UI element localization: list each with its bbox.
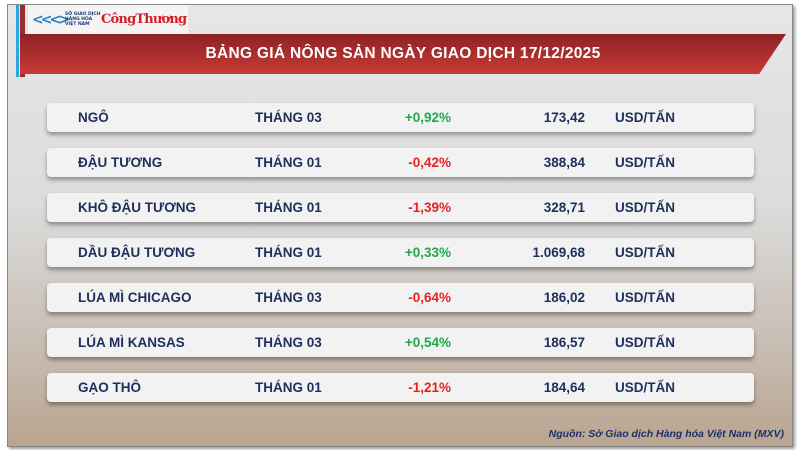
contract-month: THÁNG 03 <box>255 110 322 125</box>
contract-month: THÁNG 01 <box>255 380 322 395</box>
table-row: LÚA MÌ KANSAS THÁNG 03 +0,54% 186,57 USD/TẤN <box>47 328 754 357</box>
source-note: Nguồn: Sở Giao dịch Hàng hóa Việt Nam (M… <box>548 428 784 440</box>
commodity-name: NGÔ <box>78 110 109 125</box>
table-row: ĐẬU TƯƠNG THÁNG 01 -0,42% 388,84 USD/TẤN <box>47 148 754 177</box>
contract-month: THÁNG 01 <box>255 155 322 170</box>
price-value: 173,42 <box>543 110 585 125</box>
contract-month: THÁNG 01 <box>255 245 322 260</box>
table-row: NGÔ THÁNG 03 +0,92% 173,42 USD/TẤN <box>47 103 754 132</box>
table-row: KHÔ ĐẬU TƯƠNG THÁNG 01 -1,39% 328,71 USD/TẤN <box>47 193 754 222</box>
price-value: 328,71 <box>543 200 585 215</box>
price-change: -1,21% <box>408 380 451 395</box>
price-unit: USD/TẤN <box>615 380 675 395</box>
price-unit: USD/TẤN <box>615 155 675 170</box>
table-row: DẦU ĐẬU TƯƠNG THÁNG 01 +0,33% 1.069,68 USD/T… <box>47 238 754 267</box>
price-value: 1.069,68 <box>532 245 585 260</box>
price-value: 186,57 <box>543 335 585 350</box>
price-unit: USD/TẤN <box>615 245 675 260</box>
price-unit: USD/TẤN <box>615 290 675 305</box>
table-row: GẠO THÔ THÁNG 01 -1,21% 184,64 USD/TẤN <box>47 373 754 402</box>
mxv-logo-icon: <<<> <box>32 11 70 28</box>
price-change: +0,92% <box>404 110 451 125</box>
commodity-name: LÚA MÌ CHICAGO <box>78 290 192 305</box>
price-board: <<<> SỞ GIAO DỊCH HÀNG HÓA VIỆT NAM Công… <box>7 4 793 447</box>
commodity-name: DẦU ĐẬU TƯƠNG <box>78 245 196 260</box>
commodity-name: KHÔ ĐẬU TƯƠNG <box>78 200 196 215</box>
contract-month: THÁNG 03 <box>255 290 322 305</box>
price-unit: USD/TẤN <box>615 335 675 350</box>
price-value: 186,02 <box>543 290 585 305</box>
price-change: +0,54% <box>404 335 451 350</box>
price-value: 184,64 <box>543 380 585 395</box>
price-unit: USD/TẤN <box>615 200 675 215</box>
title-banner: BẢNG GIÁ NÔNG SẢN NGÀY GIAO DỊCH 17/12/2… <box>20 34 786 74</box>
price-change: -0,64% <box>408 290 451 305</box>
price-value: 388,84 <box>543 155 585 170</box>
contract-month: THÁNG 03 <box>255 335 322 350</box>
logo-bar: <<<> SỞ GIAO DỊCH HÀNG HÓA VIỆT NAM Công… <box>28 5 188 34</box>
contract-month: THÁNG 01 <box>255 200 322 215</box>
page-title: BẢNG GIÁ NÔNG SẢN NGÀY GIAO DỊCH 17/12/2… <box>205 45 601 62</box>
commodity-name: ĐẬU TƯƠNG <box>78 155 163 170</box>
congthuong-logo: CôngThương <box>101 12 187 27</box>
commodity-name: LÚA MÌ KANSAS <box>78 335 185 350</box>
price-change: -1,39% <box>408 200 451 215</box>
price-change: +0,33% <box>404 245 451 260</box>
price-change: -0,42% <box>408 155 451 170</box>
price-unit: USD/TẤN <box>615 110 675 125</box>
table-row: LÚA MÌ CHICAGO THÁNG 03 -0,64% 186,02 USD/TẤ… <box>47 283 754 312</box>
commodity-name: GẠO THÔ <box>78 380 141 395</box>
mxv-logo-text: SỞ GIAO DỊCH HÀNG HÓA VIỆT NAM <box>65 12 101 27</box>
